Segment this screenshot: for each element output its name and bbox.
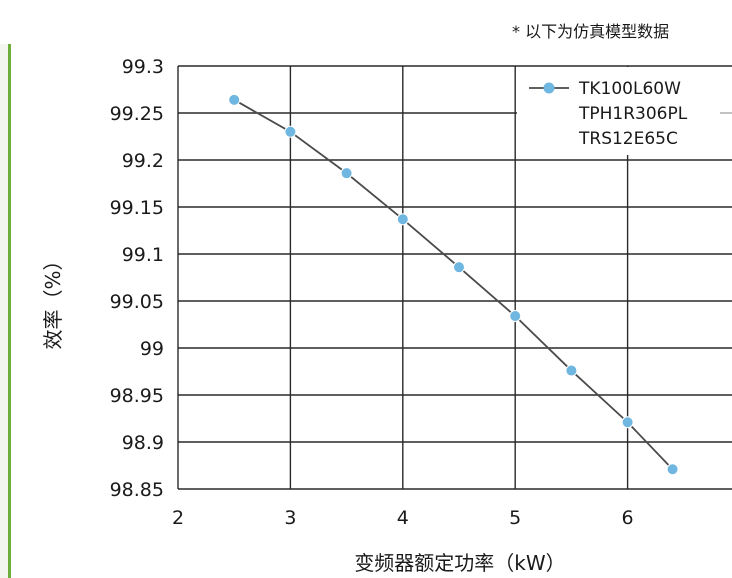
x-tick-label: 3	[284, 507, 296, 529]
x-tick-label: 2	[172, 507, 184, 529]
x-tick-label: 6	[622, 507, 634, 529]
legend-box	[517, 67, 732, 155]
y-tick-label: 98.95	[110, 385, 164, 407]
x-axis-title: 变频器额定功率（kW）	[354, 551, 565, 575]
y-tick-label: 99.25	[110, 103, 164, 125]
data-point	[453, 261, 465, 274]
data-point	[565, 364, 578, 377]
legend-marker	[543, 82, 555, 94]
series-line	[233, 99, 674, 470]
data-point	[228, 93, 241, 106]
y-tick-label: 99.2	[122, 150, 164, 172]
y-tick-label: 99	[140, 338, 164, 360]
y-tick-label: 99.1	[122, 244, 164, 266]
y-tick-label: 99.05	[110, 291, 164, 313]
legend-entry-label: TRS12E65C	[578, 129, 678, 149]
legend-entry-label: TK100L60W	[578, 79, 681, 99]
x-tick-label: 5	[509, 507, 521, 529]
data-point	[666, 463, 679, 476]
axes: 99.3 99.25 99.2 99.15 99.1 99.05 99 98.95 98.9 98…	[110, 56, 634, 529]
data-point	[509, 310, 522, 323]
y-axis-title: 效率（%）	[41, 250, 65, 349]
series-layer	[228, 93, 679, 476]
left-accent-bar	[0, 44, 11, 578]
data-point	[284, 125, 297, 138]
x-tick-label: 4	[397, 507, 409, 529]
y-tick-label: 99.15	[110, 197, 164, 219]
data-point	[621, 416, 634, 429]
legend: TK100L60W TPH1R306PL TRS12E65C	[517, 67, 732, 155]
data-point	[340, 167, 353, 180]
y-tick-label: 99.3	[122, 56, 164, 78]
legend-entry-label: TPH1R306PL	[578, 104, 688, 124]
simulation-note: * 以下为仿真模型数据	[512, 22, 670, 41]
data-point	[396, 213, 409, 226]
y-tick-label: 98.9	[122, 432, 164, 454]
y-tick-label: 98.85	[110, 479, 164, 501]
